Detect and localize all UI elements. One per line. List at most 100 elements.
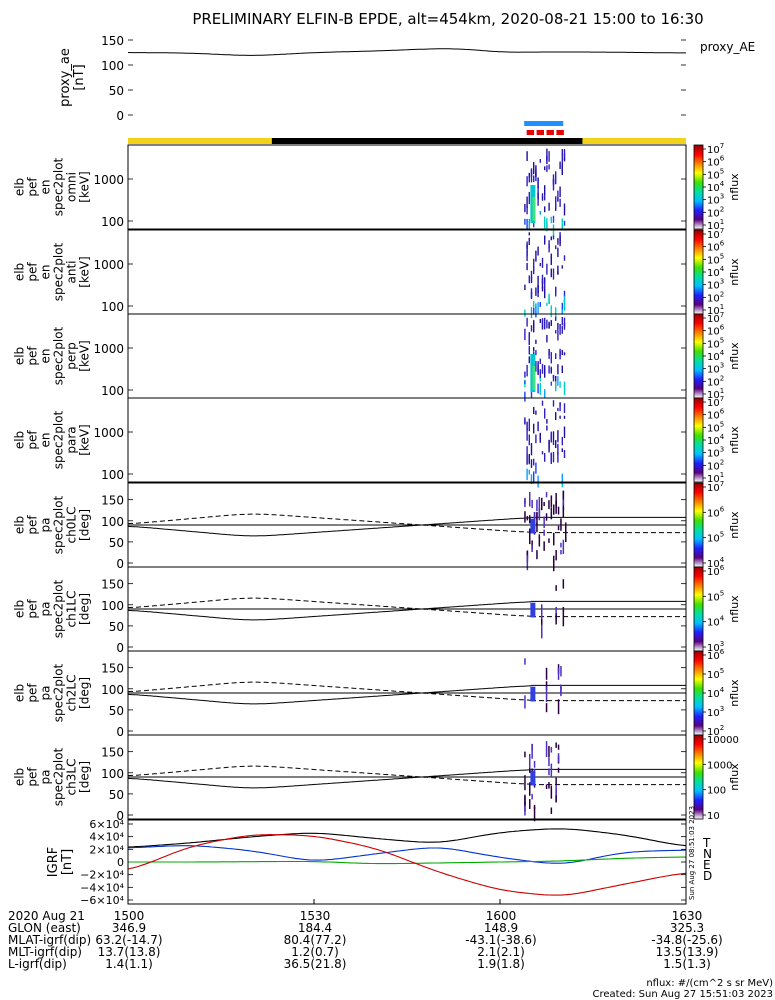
- spectrogram-cell: [550, 807, 553, 814]
- spectrogram-cell: [531, 744, 533, 759]
- spectrogram-cell: [533, 471, 535, 484]
- spectrogram-cell: [544, 195, 546, 201]
- spectrogram-cell: [524, 218, 526, 225]
- spectrogram-cell: [526, 263, 528, 271]
- spectrogram-cell: [555, 613, 557, 625]
- footer-value: 80.4(77.2): [284, 933, 347, 947]
- y-tick-label: 0: [116, 557, 124, 571]
- plot-title: PRELIMINARY ELFIN-B EPDE, alt=454km, 202…: [192, 10, 703, 28]
- footer-value: 1.2(0.7): [291, 945, 339, 959]
- spectrogram-cell: [555, 330, 557, 334]
- spectrogram-cell: [541, 616, 543, 626]
- colorbar: [693, 734, 704, 820]
- panel-ylabel-line: perp: [65, 342, 79, 370]
- spectrogram-cell: [526, 243, 528, 257]
- colorbar-tick-label: 1000: [707, 760, 732, 771]
- science-zone-red: [526, 130, 535, 135]
- panel-ylabel-line: [keV]: [78, 171, 92, 202]
- spectrogram-cell: [530, 474, 533, 484]
- spectrogram-cell: [533, 323, 535, 333]
- spectrogram-cell: [539, 302, 541, 307]
- spectrogram-cell: [539, 318, 541, 323]
- spectrogram-cell: [526, 151, 528, 161]
- spectrogram-cell: [545, 513, 548, 521]
- spectrogram-cell: [550, 268, 552, 278]
- spectrogram-cell: [557, 452, 559, 463]
- spectrogram-cell: [535, 303, 537, 315]
- spectrogram-cell: [555, 440, 557, 448]
- spectrogram-cell: [544, 289, 546, 299]
- spectrogram-cell: [561, 149, 563, 155]
- spectrogram-cell: [546, 302, 548, 307]
- colorbar: [693, 650, 704, 736]
- spectrogram-cell: [533, 804, 536, 810]
- spectrogram-cell: [552, 224, 555, 237]
- spectrogram-cell: [557, 443, 559, 455]
- spectrogram-cell: [541, 257, 544, 268]
- spectrogram-cell: [557, 506, 560, 515]
- spectrogram-cell: [541, 400, 544, 406]
- anti-loss-cone-curve: [127, 681, 532, 701]
- colorbar-tick-label: 104: [707, 615, 725, 629]
- spectrogram-cell: [563, 426, 566, 439]
- spectrogram-cell: [533, 430, 535, 434]
- spectrogram-cell: [546, 148, 548, 161]
- spectrogram-cell: [552, 431, 555, 442]
- panel-ylabel-line: spec2plot: [52, 663, 66, 722]
- y-tick-label: 1000: [93, 173, 124, 187]
- anti-loss-cone-curve: [127, 513, 532, 533]
- panel-ylabel-line: pef: [26, 346, 40, 366]
- spectrogram-cell: [544, 206, 546, 213]
- colorbar-tick-label: 106: [707, 564, 725, 578]
- spectrogram-cell: [533, 807, 536, 822]
- day-bar-right: [582, 138, 686, 144]
- panel-ylabel-line: spec2plot: [52, 579, 66, 638]
- spectrogram-cell: [541, 624, 543, 639]
- spectrogram-cell: [557, 407, 559, 412]
- y-tick-label: 150: [101, 746, 124, 760]
- spectrogram-cell: [555, 777, 557, 786]
- spectrogram-cell: [530, 686, 536, 702]
- spectrogram-cell: [550, 381, 552, 386]
- y-tick-label: 100: [101, 59, 124, 73]
- science-zone-red: [546, 130, 554, 135]
- spectrogram-cell: [555, 316, 557, 321]
- spectrogram-cell: [550, 452, 552, 464]
- spectrogram-cell: [526, 428, 528, 441]
- spectrogram-cell: [526, 555, 529, 571]
- panel-frame: [127, 819, 687, 905]
- spectrogram-cell: [526, 176, 528, 187]
- colorbar-tick-label: 10000: [707, 735, 739, 746]
- panel-ylabel-line: [deg]: [78, 509, 92, 541]
- spectrogram-cell: [560, 666, 562, 677]
- spectrogram-cell: [548, 782, 550, 789]
- spectrogram-cell: [557, 525, 560, 531]
- spectrogram-cell: [537, 192, 539, 200]
- colorbar-tick-label: 105: [707, 667, 724, 681]
- colorbar-label: nflux: [728, 258, 741, 286]
- spectrogram-cell: [557, 270, 559, 275]
- colorbar-label-text: nflux: [728, 763, 741, 791]
- spectrogram-cell: [555, 412, 557, 421]
- spectrogram-cell: [548, 321, 550, 329]
- spectrogram-cell: [530, 325, 533, 332]
- spectrogram-cell: [528, 176, 530, 183]
- spectrogram-cell: [555, 795, 557, 803]
- colorbar: [693, 482, 704, 568]
- orbit-bars: [128, 121, 686, 144]
- spectrogram-cell: [559, 415, 561, 419]
- spectrogram-cell: [529, 782, 531, 796]
- spectrogram-cell: [533, 458, 535, 466]
- footer-value: 346.9: [112, 921, 146, 935]
- spectrogram-cell: [562, 499, 565, 511]
- spectrogram-cell: [548, 746, 550, 758]
- footer-value: 2.1(2.1): [477, 945, 525, 959]
- spectrogram-cell: [528, 339, 530, 345]
- spectrogram-cell: [539, 369, 541, 379]
- spectrogram-cell: [539, 358, 541, 364]
- panel-frame: [127, 144, 687, 230]
- panel-ylabel-line: elb: [13, 600, 27, 618]
